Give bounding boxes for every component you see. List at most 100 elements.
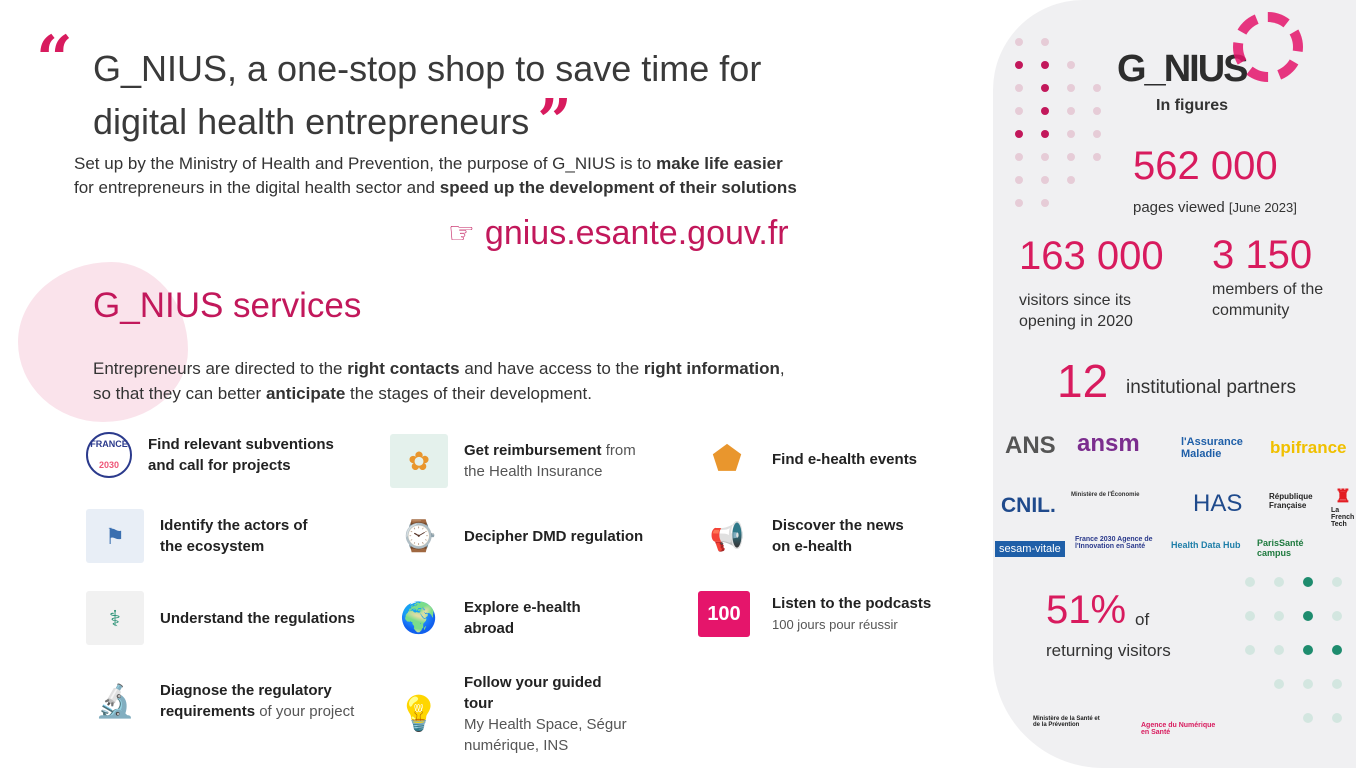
service-abroad[interactable]: 🌍 Explore e-health abroad: [390, 591, 680, 645]
members-value: 3 150: [1212, 233, 1313, 277]
returning-label: returning visitors: [1046, 641, 1171, 660]
dot: [1303, 679, 1313, 689]
service-guided-tour[interactable]: 💡 Follow your guided tour My Health Space,…: [390, 672, 680, 756]
dot: [1303, 611, 1313, 621]
figures-subtitle: In figures: [1156, 97, 1229, 114]
partner-logo-parissante-campus: ParisSanté campus: [1257, 538, 1304, 558]
service-subventions[interactable]: FRANCE 2030 Find relevant subventions and …: [86, 432, 376, 478]
dot: [1041, 130, 1049, 138]
dot: [1332, 645, 1342, 655]
dot: [1041, 176, 1049, 184]
dot: [1015, 84, 1023, 92]
service-podcasts[interactable]: 100 Listen to the podcasts 100 jours pour …: [698, 591, 958, 637]
dot: [1303, 713, 1313, 723]
dot: [1274, 577, 1284, 587]
dot: [1332, 611, 1342, 621]
service-dmd[interactable]: ⌚ Decipher DMD regulation: [390, 509, 680, 563]
service-diagnose[interactable]: 🔬 Diagnose the regulatory requirements of…: [86, 674, 386, 728]
dot: [1067, 130, 1075, 138]
dot: [1093, 107, 1101, 115]
dot: [1332, 577, 1342, 587]
dot: [1015, 199, 1023, 207]
footer-logo-ans: Agence du Numérique en Santé: [1141, 722, 1216, 736]
service-reimbursement[interactable]: ✿ Get reimbursement from the Health Insur…: [390, 434, 680, 488]
dot: [1041, 38, 1049, 46]
pages-label: pages viewed [June 2023]: [1133, 199, 1297, 216]
lightbulb-illustration-icon: 💡: [397, 694, 441, 733]
dot: [1067, 61, 1075, 69]
gnius-logo-mark-icon: [1233, 12, 1303, 82]
dot: [1041, 107, 1049, 115]
smartwatch-icon: ⌚: [400, 519, 438, 553]
dot: [1067, 153, 1075, 161]
pages-value: 562 000: [1133, 144, 1278, 188]
service-events[interactable]: ⬟ Find e-health events: [698, 432, 958, 486]
partner-logo-republique-francaise: République Française: [1269, 492, 1313, 510]
megaphone-icon: 📢: [709, 520, 745, 552]
dot: [1093, 130, 1101, 138]
dot: [1303, 577, 1313, 587]
partners-value: 12: [1057, 355, 1109, 407]
visitors-value: 163 000: [1019, 234, 1164, 278]
dot: [1015, 107, 1023, 115]
partner-logo-bpifrance: bpifrance: [1270, 438, 1347, 457]
dot: [1245, 611, 1255, 621]
partner-logo-sesam-vitale: sesam-vitale: [995, 541, 1065, 557]
dot: [1274, 611, 1284, 621]
partner-logo-has: HAS: [1193, 490, 1243, 517]
website-link[interactable]: ☞ gnius.esante.gouv.fr: [448, 214, 789, 253]
partner-logo-ansm: ansm: [1077, 430, 1140, 457]
dot: [1015, 38, 1023, 46]
members-label: members of the community: [1212, 281, 1324, 319]
reimbursement-illustration-icon: ✿: [390, 434, 448, 488]
dot: [1274, 679, 1284, 689]
france-2030-icon: FRANCE 2030: [86, 432, 132, 478]
dot: [1067, 84, 1075, 92]
open-quote-icon: “: [36, 22, 73, 97]
decorative-blob: [18, 262, 188, 422]
dot: [1245, 577, 1255, 587]
footer-logo-ministere-sante: Ministère de la Santé et de la Préventio…: [1033, 716, 1100, 728]
services-description: Entrepreneurs are directed to the right …: [93, 359, 785, 403]
figures-panel: G_NIUS In figures 562 000 pages viewed […: [993, 0, 1356, 768]
returning-of: of: [1135, 610, 1150, 629]
dna-illustration-icon: ⚕: [86, 591, 144, 645]
close-quote-icon: ”: [537, 87, 572, 157]
france-map-icon: ⬟: [712, 439, 742, 478]
dot: [1015, 61, 1023, 69]
partner-logo-ans: ANS: [1005, 432, 1056, 459]
dot: [1015, 176, 1023, 184]
dot: [1067, 176, 1075, 184]
intro-text: Set up by the Ministry of Health and Pre…: [74, 154, 797, 197]
partner-logo-cnil: CNIL.: [1001, 494, 1056, 517]
gnius-logo: G_NIUS: [1117, 48, 1248, 90]
visitors-label: visitors since its opening in 2020: [1019, 292, 1133, 330]
dot: [1245, 645, 1255, 655]
dot: [1015, 153, 1023, 161]
podcast-100-icon: 100: [698, 591, 750, 637]
service-regulations[interactable]: ⚕ Understand the regulations: [86, 591, 376, 645]
services-title: G_NIUS services: [93, 286, 362, 325]
globe-illustration-icon: 🌍: [400, 601, 438, 635]
service-actors[interactable]: ⚑ Identify the actors of the ecosystem: [86, 509, 376, 563]
dot: [1332, 713, 1342, 723]
website-url[interactable]: gnius.esante.gouv.fr: [484, 214, 789, 252]
dot: [1015, 130, 1023, 138]
dot: [1274, 645, 1284, 655]
partner-logo-ministere-economie: Ministère de l'Économie: [1071, 492, 1140, 498]
actors-illustration-icon: ⚑: [86, 509, 144, 563]
pointing-hand-icon: ☞: [448, 217, 475, 250]
returning-value: 51%: [1046, 588, 1127, 632]
partner-logo-french-tech: ♜ La French Tech: [1331, 486, 1355, 528]
service-news[interactable]: 📢 Discover the news on e-health: [698, 509, 958, 563]
dot: [1041, 199, 1049, 207]
dot: [1093, 84, 1101, 92]
dot: [1332, 679, 1342, 689]
dot: [1067, 107, 1075, 115]
dot: [1303, 645, 1313, 655]
dot: [1093, 153, 1101, 161]
page-title: G_NIUS, a one-stop shop to save time for…: [93, 48, 762, 157]
partners-label: institutional partners: [1126, 377, 1297, 398]
partner-logo-assurance-maladie: l'Assurance Maladie: [1181, 436, 1243, 460]
dot: [1041, 153, 1049, 161]
